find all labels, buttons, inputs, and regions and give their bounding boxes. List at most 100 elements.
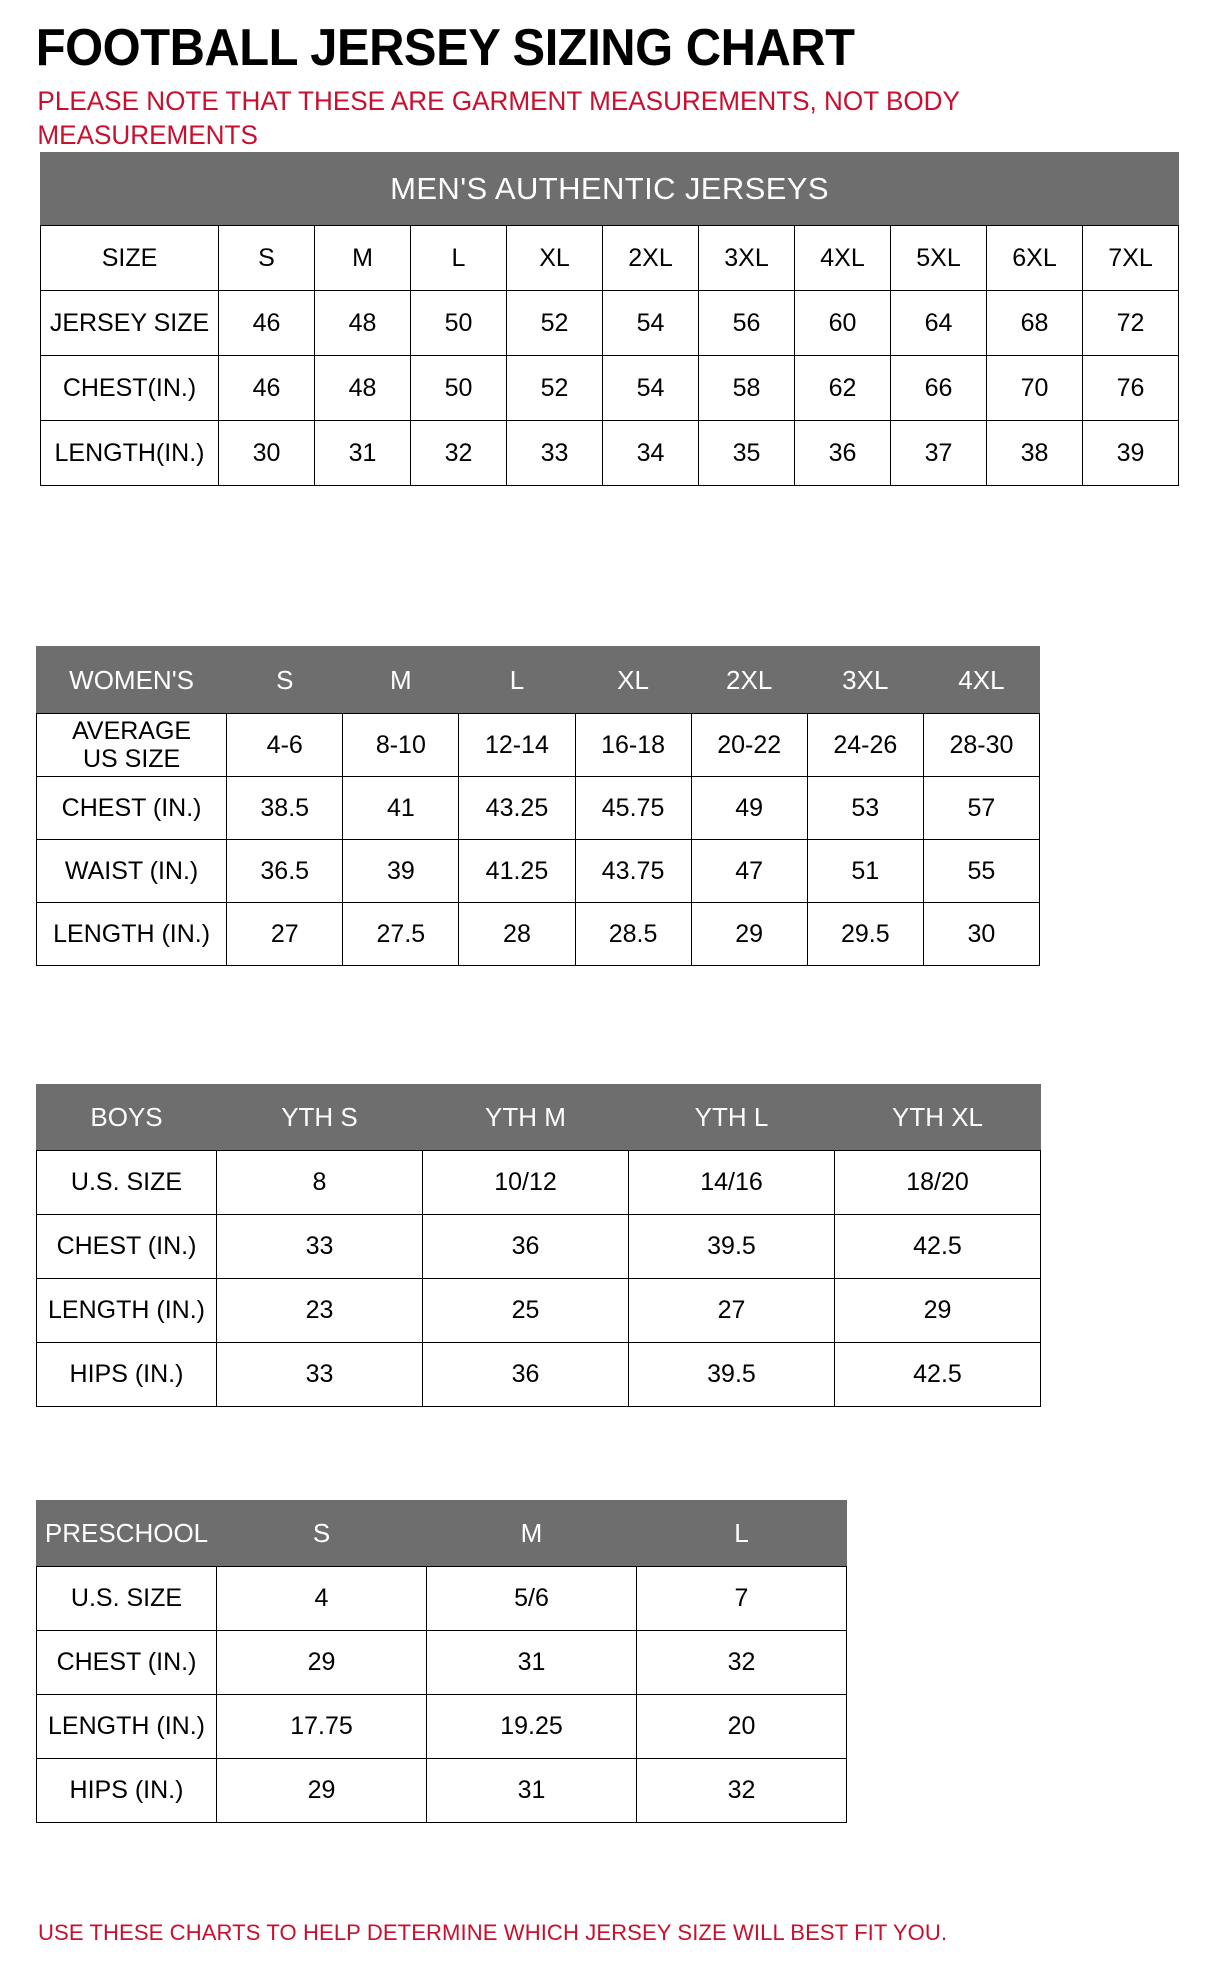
table-row: CHEST (IN.) 29 31 32 [36,1630,847,1695]
womens-cell-2-5: 51 [806,839,924,903]
womens-cell-2-1: 39 [342,839,460,903]
boys-cell-1-1: 36 [422,1214,629,1279]
mens-cell-0-5: 56 [698,290,795,356]
mens-cell-2-8: 38 [986,420,1083,486]
womens-cell-0-4: 20-22 [690,713,808,777]
womens-column-header-2: M [342,646,460,714]
womens-cell-3-0: 27 [226,902,344,966]
table-row: WAIST (IN.) 36.5 39 41.25 43.75 47 51 55 [35,839,1041,903]
boys-jersey-table-wrapper: BOYS YTH S YTH M YTH L YTH XL U.S. SIZE 8 10/12… [36,1084,1041,1407]
womens-cell-0-2: 12-14 [458,713,576,777]
table-row: CHEST(IN.) 46 48 50 52 54 58 62 66 70 76 [40,355,1180,421]
preschool-cell-3-2: 32 [636,1758,847,1823]
preschool-jersey-table-wrapper: PRESCHOOL S M L U.S. SIZE 4 5/6 7 CHEST (IN.) 29 3… [36,1500,847,1823]
table-row: JERSEY SIZE 46 48 50 52 54 56 60 64 68 72 [40,290,1180,356]
womens-cell-0-3: 16-18 [574,713,692,777]
womens-jersey-table: WOMEN'S S M L XL 2XL 3XL 4XL AVERAGE US SIZE 4-6 8-… [35,646,1041,966]
preschool-cell-0-1: 5/6 [426,1566,637,1631]
preschool-column-header-1: S [216,1500,427,1567]
womens-cell-0-0: 4-6 [226,713,344,777]
table-row: CHEST (IN.) 38.5 41 43.25 45.75 49 53 57 [35,776,1041,840]
preschool-cell-1-1: 31 [426,1630,637,1695]
boys-column-header-3: YTH L [628,1084,835,1151]
mens-row-label-1: CHEST(IN.) [40,355,219,421]
womens-column-header-4: XL [574,646,692,714]
womens-cell-0-5: 24-26 [806,713,924,777]
table-row: LENGTH (IN.) 17.75 19.25 20 [36,1694,847,1759]
boys-table-body: BOYS YTH S YTH M YTH L YTH XL U.S. SIZE 8 10/12… [36,1084,1041,1407]
boys-cell-3-3: 42.5 [834,1342,1041,1407]
boys-jersey-table: BOYS YTH S YTH M YTH L YTH XL U.S. SIZE 8 10/12… [36,1084,1041,1407]
preschool-cell-0-2: 7 [636,1566,847,1631]
womens-cell-3-4: 29 [690,902,808,966]
womens-cell-1-4: 49 [690,776,808,840]
preschool-cell-1-2: 32 [636,1630,847,1695]
preschool-cell-2-0: 17.75 [216,1694,427,1759]
mens-cell-0-7: 64 [890,290,987,356]
boys-cell-3-1: 36 [422,1342,629,1407]
table-row: HIPS (IN.) 33 36 39.5 42.5 [36,1342,1041,1407]
boys-row-label-3: HIPS (IN.) [36,1342,217,1407]
mens-row-label-2: LENGTH(IN.) [40,420,219,486]
mens-cell-2-1: 31 [314,420,411,486]
womens-jersey-table-wrapper: WOMEN'S S M L XL 2XL 3XL 4XL AVERAGE US SIZE 4-6 8-… [35,646,1041,966]
preschool-row-label-0: U.S. SIZE [36,1566,217,1631]
boys-cell-3-0: 33 [216,1342,423,1407]
mens-table-header-row: MEN'S AUTHENTIC JERSEYS [39,152,1180,226]
mens-cell-2-7: 37 [890,420,987,486]
boys-table-header-row: BOYS YTH S YTH M YTH L YTH XL [36,1084,1041,1151]
mens-cell-1-2: 50 [410,355,507,421]
table-row: LENGTH (IN.) 23 25 27 29 [36,1278,1041,1343]
womens-row-label-2: WAIST (IN.) [35,839,228,903]
womens-column-header-5: 2XL [690,646,808,714]
mens-cell-1-6: 62 [794,355,891,421]
womens-column-header-7: 4XL [922,646,1041,714]
preschool-row-label-1: CHEST (IN.) [36,1630,217,1695]
mens-jersey-table: MEN'S AUTHENTIC JERSEYS SIZE S M L XL 2XL 3XL 4X… [39,152,1180,486]
boys-cell-2-0: 23 [216,1278,423,1343]
womens-table-body: WOMEN'S S M L XL 2XL 3XL 4XL AVERAGE US SIZE 4-6 8-… [35,646,1041,966]
preschool-cell-3-1: 31 [426,1758,637,1823]
table-row: AVERAGE US SIZE 4-6 8-10 12-14 16-18 20-22 24-2… [35,713,1041,777]
womens-cell-2-0: 36.5 [226,839,344,903]
womens-cell-2-4: 47 [690,839,808,903]
mens-cell-2-6: 36 [794,420,891,486]
womens-cell-3-3: 28.5 [574,902,692,966]
mens-cell-1-4: 54 [602,355,699,421]
preschool-table-body: PRESCHOOL S M L U.S. SIZE 4 5/6 7 CHEST (IN.) 29 3… [36,1500,847,1823]
boys-cell-0-3: 18/20 [834,1150,1041,1215]
boys-cell-2-2: 27 [628,1278,835,1343]
womens-cell-3-2: 28 [458,902,576,966]
mens-cell-0-3: 52 [506,290,603,356]
preschool-cell-2-2: 20 [636,1694,847,1759]
mens-cell-1-1: 48 [314,355,411,421]
womens-cell-3-5: 29.5 [806,902,924,966]
womens-row-label-0: AVERAGE US SIZE [35,713,228,777]
boys-column-header-4: YTH XL [834,1084,1041,1151]
boys-cell-1-3: 42.5 [834,1214,1041,1279]
mens-jersey-table-wrapper: MEN'S AUTHENTIC JERSEYS SIZE S M L XL 2XL 3XL 4X… [39,152,1180,486]
preschool-row-label-3: HIPS (IN.) [36,1758,217,1823]
womens-cell-1-6: 57 [922,776,1041,840]
mens-cell-1-3: 52 [506,355,603,421]
boys-cell-3-2: 39.5 [628,1342,835,1407]
boys-cell-1-2: 39.5 [628,1214,835,1279]
table-row: LENGTH(IN.) 30 31 32 33 34 35 36 37 38 39 [40,420,1180,486]
preschool-column-header-2: M [426,1500,637,1567]
boys-row-label-2: LENGTH (IN.) [36,1278,217,1343]
preschool-column-header-3: L [636,1500,847,1567]
preschool-row-label-2: LENGTH (IN.) [36,1694,217,1759]
womens-column-header-0: WOMEN'S [35,646,228,714]
boys-cell-0-2: 14/16 [628,1150,835,1215]
mens-cell-1-7: 66 [890,355,987,421]
womens-row-label-1: CHEST (IN.) [35,776,228,840]
womens-cell-0-1: 8-10 [342,713,460,777]
boys-row-label-0: U.S. SIZE [36,1150,217,1215]
mens-column-header-10: 7XL [1081,225,1180,291]
mens-table-banner-title: MEN'S AUTHENTIC JERSEYS [39,152,1180,226]
preschool-table-header-row: PRESCHOOL S M L [36,1500,847,1567]
mens-column-header-5: 2XL [602,225,699,291]
mens-cell-0-0: 46 [218,290,315,356]
womens-row-label-3: LENGTH (IN.) [35,902,228,966]
